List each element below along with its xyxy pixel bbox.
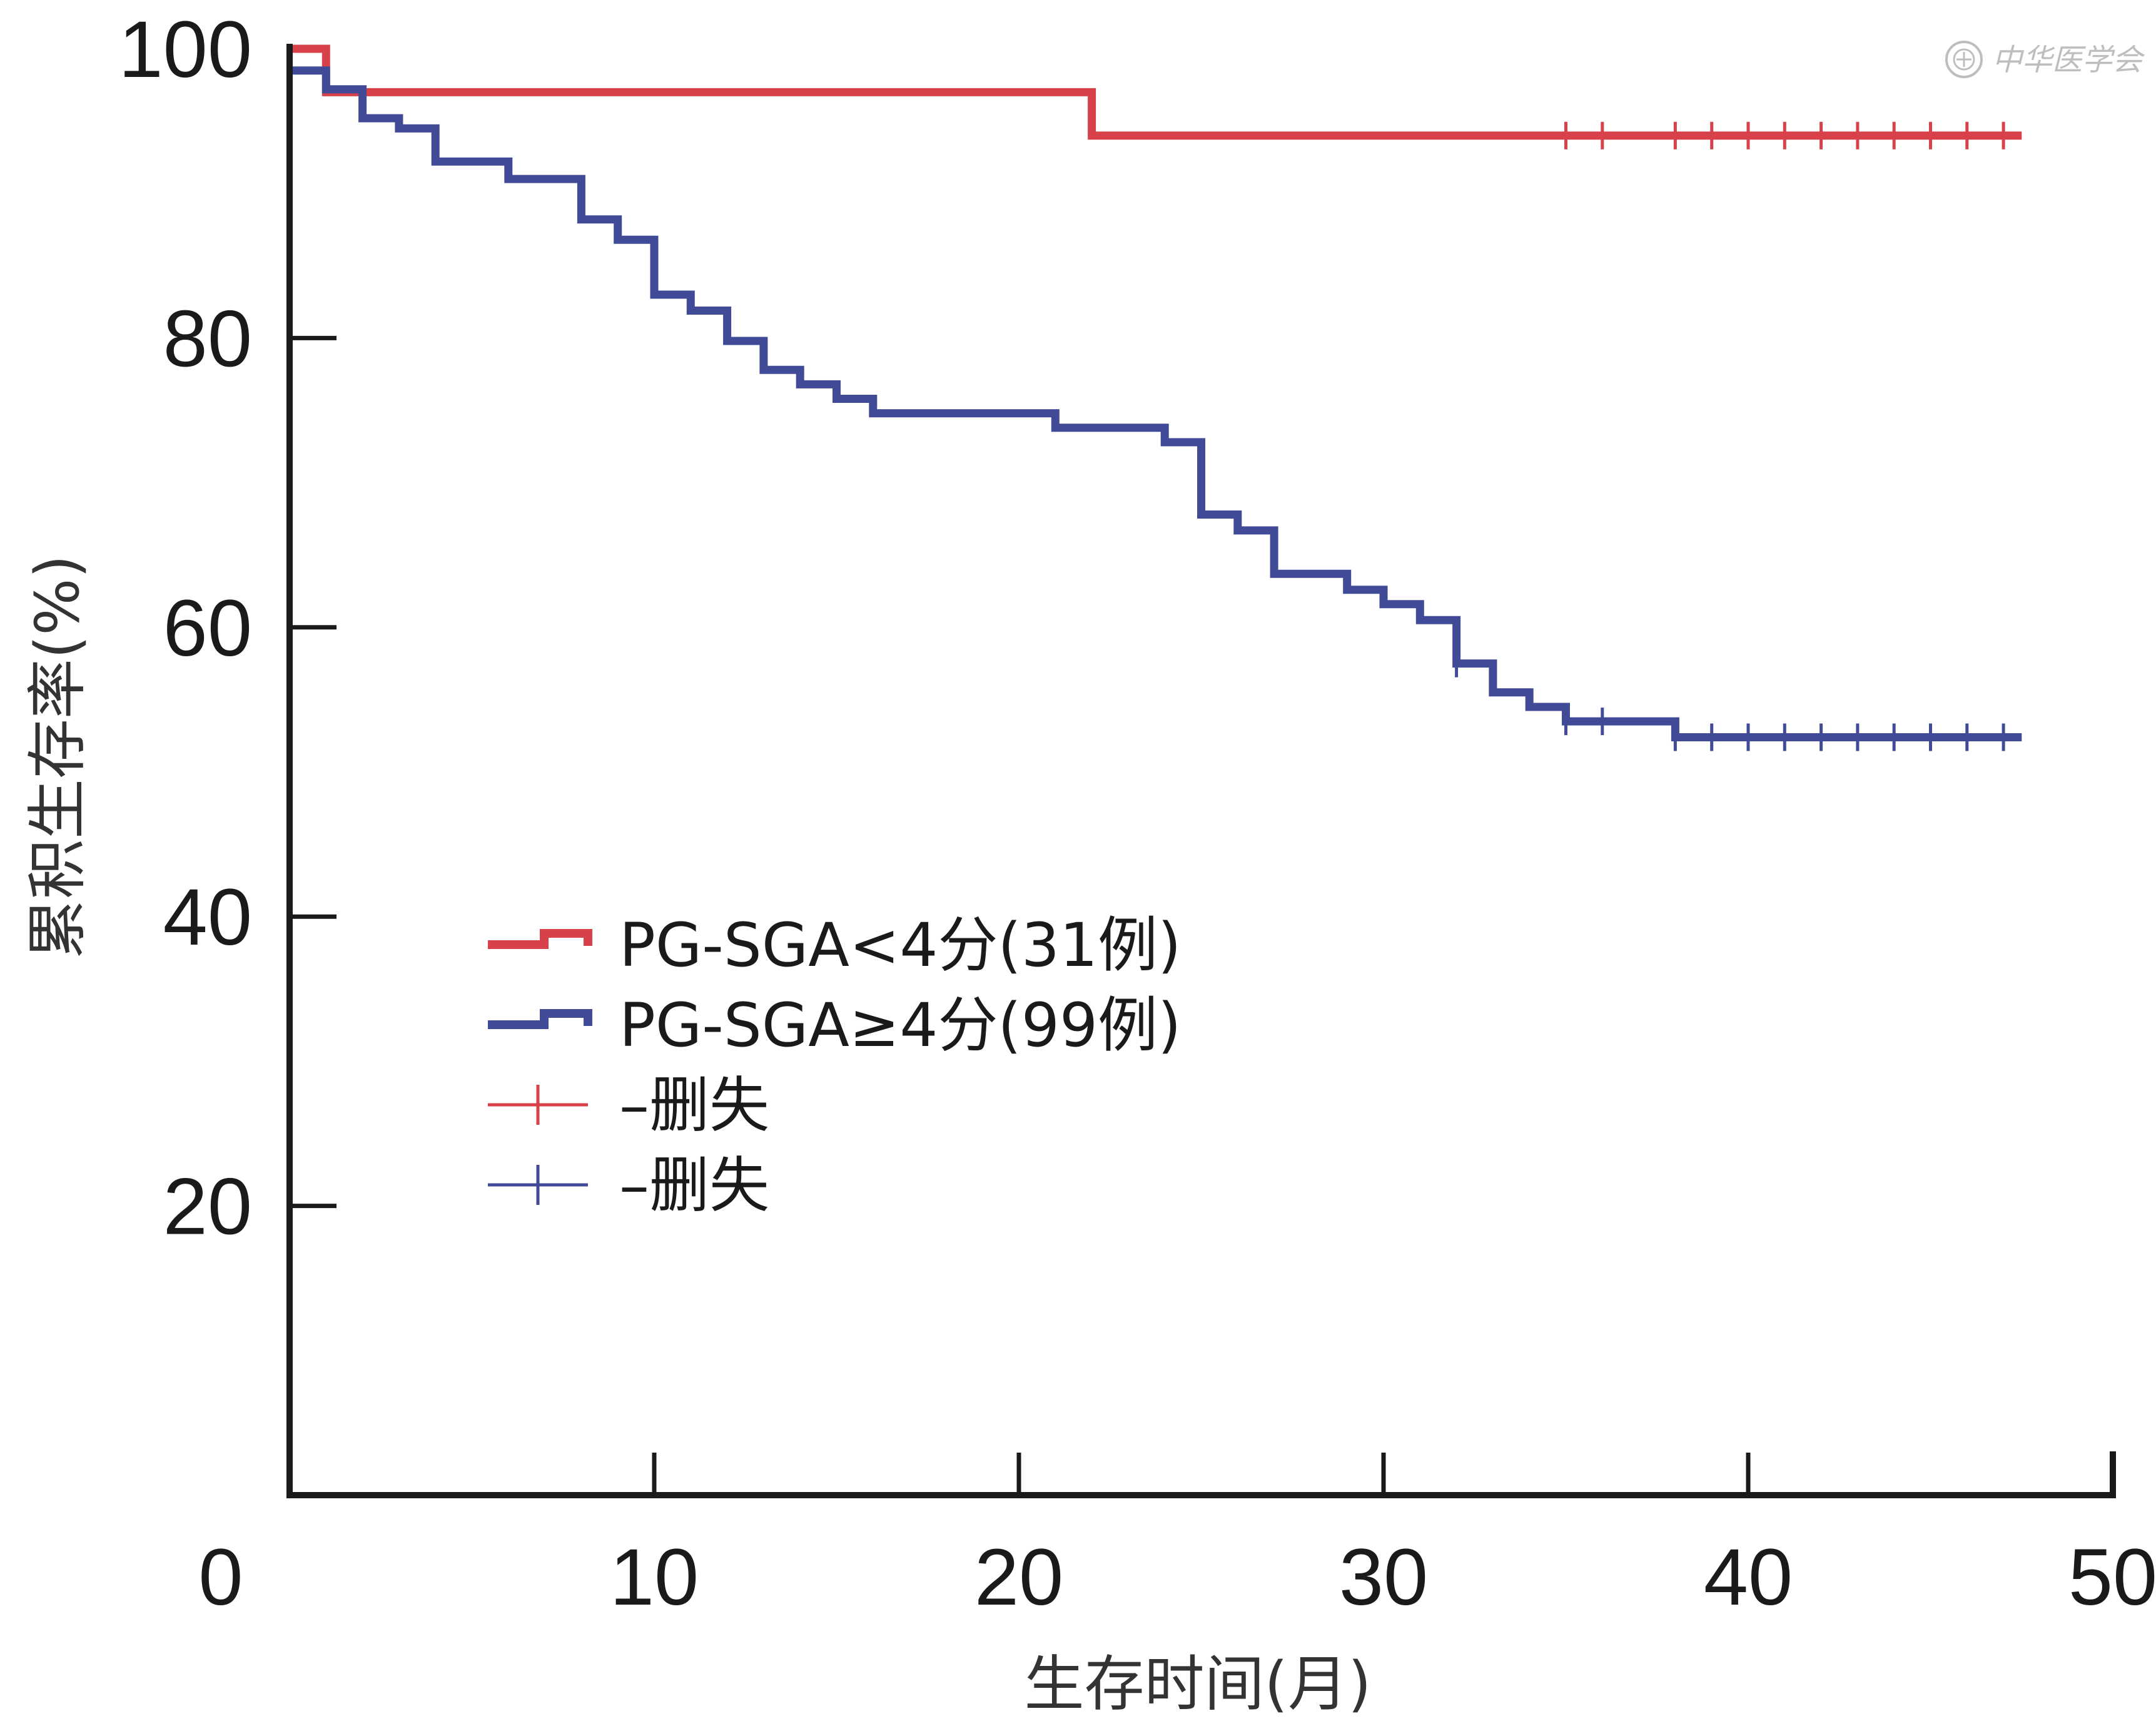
y-tick-label: 40 bbox=[163, 873, 252, 962]
y-tick-label: 20 bbox=[163, 1162, 252, 1252]
x-axis: 0 10 20 30 40 50 bbox=[198, 44, 2156, 1622]
legend-label: PG-SGA≥4分(99例) bbox=[619, 990, 1182, 1060]
series-line-2 bbox=[290, 66, 2022, 741]
society-seal-icon bbox=[1945, 41, 1983, 78]
axis-frame bbox=[286, 44, 2116, 1498]
legend-swatch bbox=[488, 1009, 592, 1029]
legend-swatch bbox=[488, 929, 592, 949]
legend-entry-1: PG-SGA<4分(31例) bbox=[488, 910, 1182, 980]
x-tick-label: 40 bbox=[1704, 1533, 1793, 1622]
legend: PG-SGA<4分(31例) PG-SGA≥4分(99例) –删失 –删失 bbox=[488, 910, 1182, 1221]
legend-label: –删失 bbox=[619, 1070, 769, 1140]
y-axis: 20 40 60 80 100 bbox=[118, 5, 337, 1252]
x-tick-label: 0 bbox=[198, 1533, 243, 1622]
x-tick-label: 50 bbox=[2068, 1533, 2156, 1622]
y-tick-label: 100 bbox=[118, 5, 252, 94]
y-tick-label: 60 bbox=[163, 584, 252, 673]
y-axis-title: 累积生存率(%) bbox=[23, 555, 93, 959]
y-tick-label: 80 bbox=[163, 294, 252, 383]
x-tick-label: 20 bbox=[974, 1533, 1063, 1622]
series-line-1 bbox=[290, 44, 2022, 140]
x-tick-label: 30 bbox=[1339, 1533, 1428, 1622]
legend-label: –删失 bbox=[619, 1150, 769, 1221]
watermark: 中华医学会 bbox=[1945, 41, 2145, 78]
watermark-text: 中华医学会 bbox=[1992, 43, 2145, 78]
legend-entry-2: PG-SGA≥4分(99例) bbox=[488, 990, 1182, 1060]
legend-entry-4: –删失 bbox=[488, 1150, 769, 1221]
plot-area bbox=[290, 44, 2022, 751]
x-axis-title: 生存时间(月) bbox=[1025, 1649, 1372, 1719]
x-tick-label: 10 bbox=[610, 1533, 699, 1622]
legend-entry-3: –删失 bbox=[488, 1070, 769, 1140]
legend-label: PG-SGA<4分(31例) bbox=[619, 910, 1182, 980]
